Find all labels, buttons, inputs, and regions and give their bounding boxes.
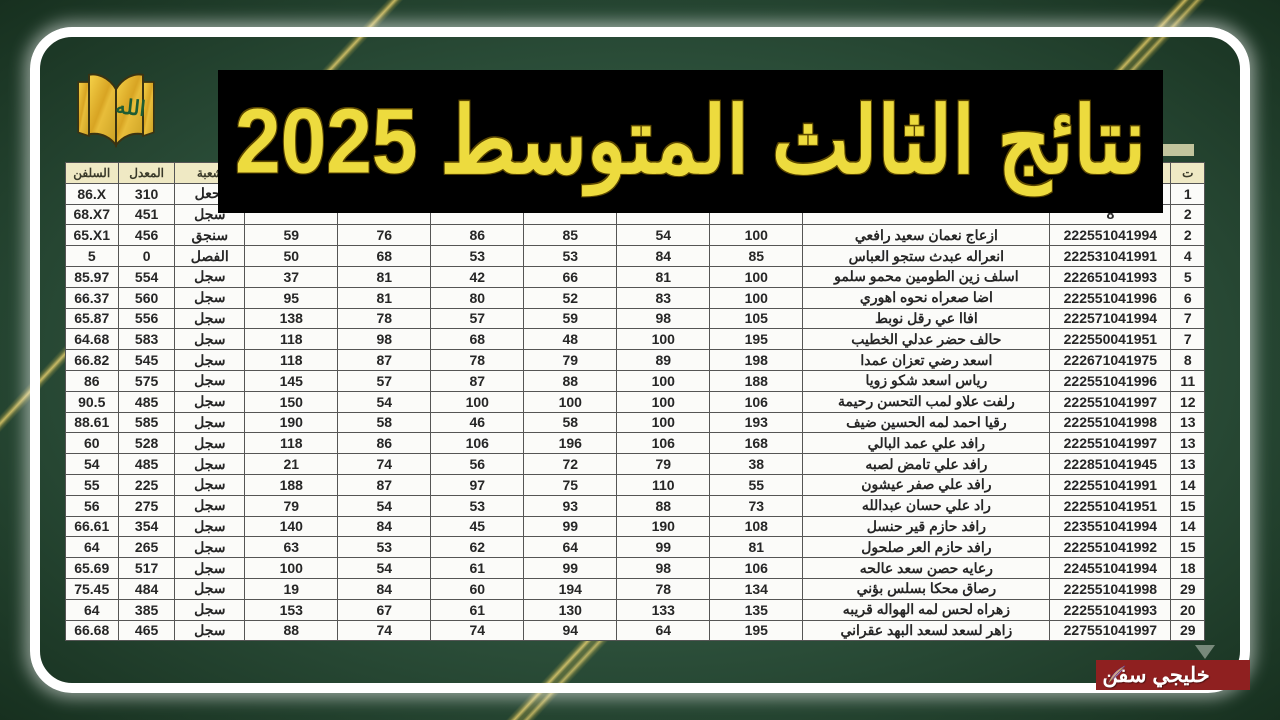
svg-text:الله: الله xyxy=(114,95,146,121)
